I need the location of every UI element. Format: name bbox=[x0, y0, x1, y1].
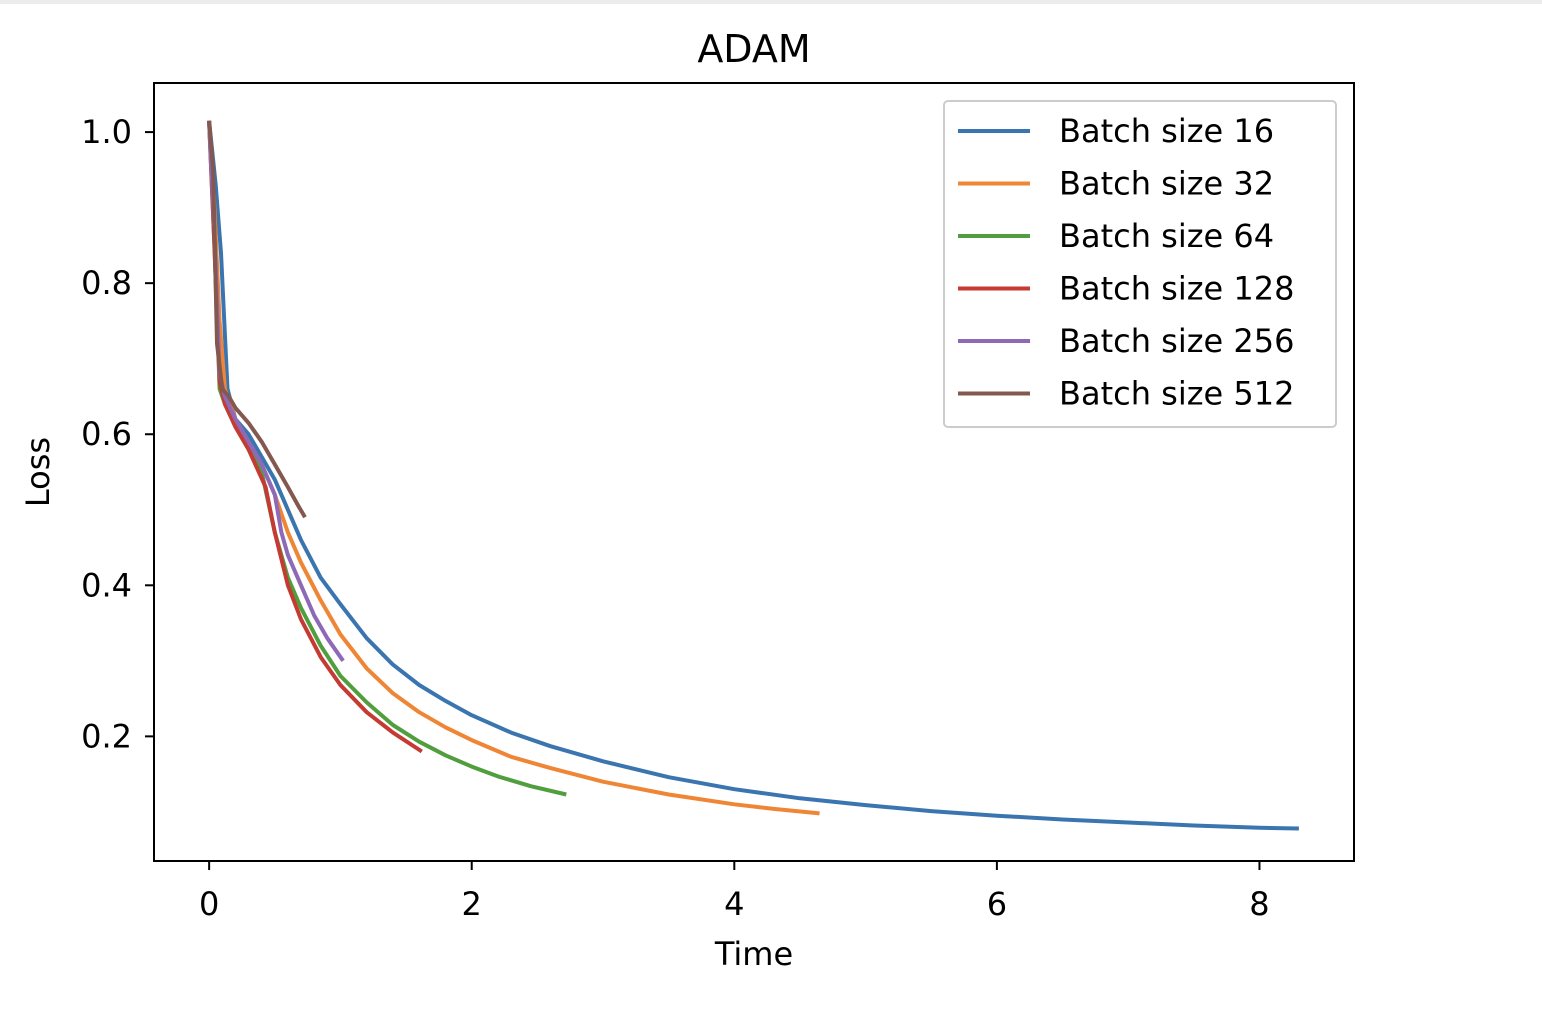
y-tick-label: 0.2 bbox=[81, 717, 132, 755]
legend-label-2: Batch size 64 bbox=[1059, 217, 1274, 255]
legend-box bbox=[943, 100, 1337, 428]
series-line-1 bbox=[207, 120, 820, 816]
x-tick-label: 8 bbox=[1249, 885, 1269, 923]
series-line-5 bbox=[207, 120, 307, 519]
legend-label-3: Batch size 128 bbox=[1059, 270, 1294, 308]
series-lines bbox=[207, 120, 1299, 831]
legend-label-5: Batch size 512 bbox=[1059, 375, 1294, 413]
series-line-0 bbox=[207, 120, 1299, 831]
series-line-3 bbox=[207, 120, 423, 754]
y-tick-label: 0.6 bbox=[81, 415, 132, 453]
y-axis-label: Loss bbox=[19, 437, 57, 507]
x-tick-label: 2 bbox=[462, 885, 482, 923]
top-border bbox=[0, 0, 1542, 4]
legend-label-4: Batch size 256 bbox=[1059, 322, 1294, 360]
legend-label-0: Batch size 16 bbox=[1059, 112, 1274, 150]
legend: Batch size 16 Batch size 32 Batch size 64 B… bbox=[943, 100, 1337, 428]
plot-area-frame bbox=[153, 82, 1355, 862]
chart-title: ADAM bbox=[697, 27, 810, 71]
x-tick-label: 0 bbox=[199, 885, 219, 923]
y-tick-label: 0.8 bbox=[81, 264, 132, 302]
legend-label-1: Batch size 32 bbox=[1059, 165, 1274, 203]
x-axis-label: Time bbox=[714, 935, 793, 973]
x-tick-label: 6 bbox=[987, 885, 1007, 923]
y-tick-label: 0.4 bbox=[81, 566, 132, 604]
axis-ticks: 0 2 4 6 8 0.2 0.4 0.6 0.8 1.0 bbox=[81, 113, 1270, 923]
x-tick-label: 4 bbox=[724, 885, 744, 923]
y-tick-label: 1.0 bbox=[81, 113, 132, 151]
